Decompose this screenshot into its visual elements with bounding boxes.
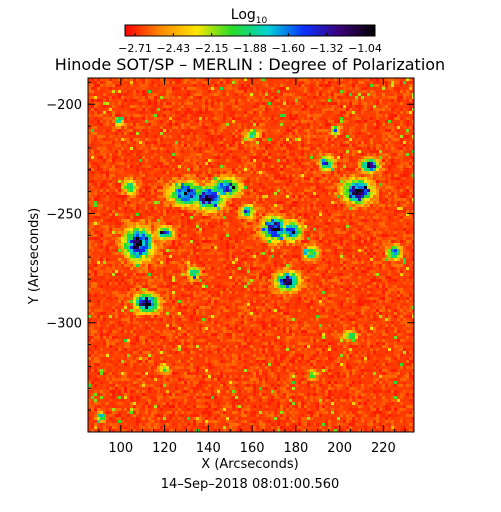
y-tick-label: −250: [46, 207, 82, 222]
x-tick-label: 160: [240, 441, 265, 456]
x-tick-label: 220: [371, 441, 396, 456]
plot-axes: 100 120 140 160 180 200 220 −200 −250 −300: [46, 78, 414, 456]
colorbar-ticks: −2.71 −2.43 −2.15 −1.88 −1.60 −1.32 −1.04: [118, 33, 382, 55]
colorbar-tick-label: −1.88: [233, 42, 267, 55]
colorbar-tick-label: −2.43: [156, 42, 190, 55]
x-tick-label: 100: [108, 441, 133, 456]
colorbar-tick-label: −2.71: [118, 42, 152, 55]
colorbar-tick-label: −1.04: [348, 42, 382, 55]
y-axis-label: Y (Arcseconds): [27, 208, 42, 305]
polarization-heatmap: [88, 78, 414, 432]
x-tick-label: 140: [196, 441, 221, 456]
colorbar-tick-label: −1.60: [271, 42, 305, 55]
plot-frame: [87, 77, 415, 433]
colorbar-tick-label: −2.15: [195, 42, 229, 55]
chart-title: Hinode SOT/SP – MERLIN : Degree of Polar…: [55, 55, 445, 74]
colorbar-label: Log10: [231, 7, 268, 26]
x-tick-label: 200: [327, 441, 352, 456]
x-tick-label: 120: [152, 441, 177, 456]
y-tick-label: −200: [46, 98, 82, 113]
observation-timestamp: 14–Sep–2018 08:01:00.560: [161, 477, 340, 492]
y-tick-label: −300: [46, 317, 82, 332]
x-axis-label: X (Arcseconds): [201, 457, 298, 472]
x-tick-label: 180: [283, 441, 308, 456]
colorbar-tick-label: −1.32: [310, 42, 344, 55]
